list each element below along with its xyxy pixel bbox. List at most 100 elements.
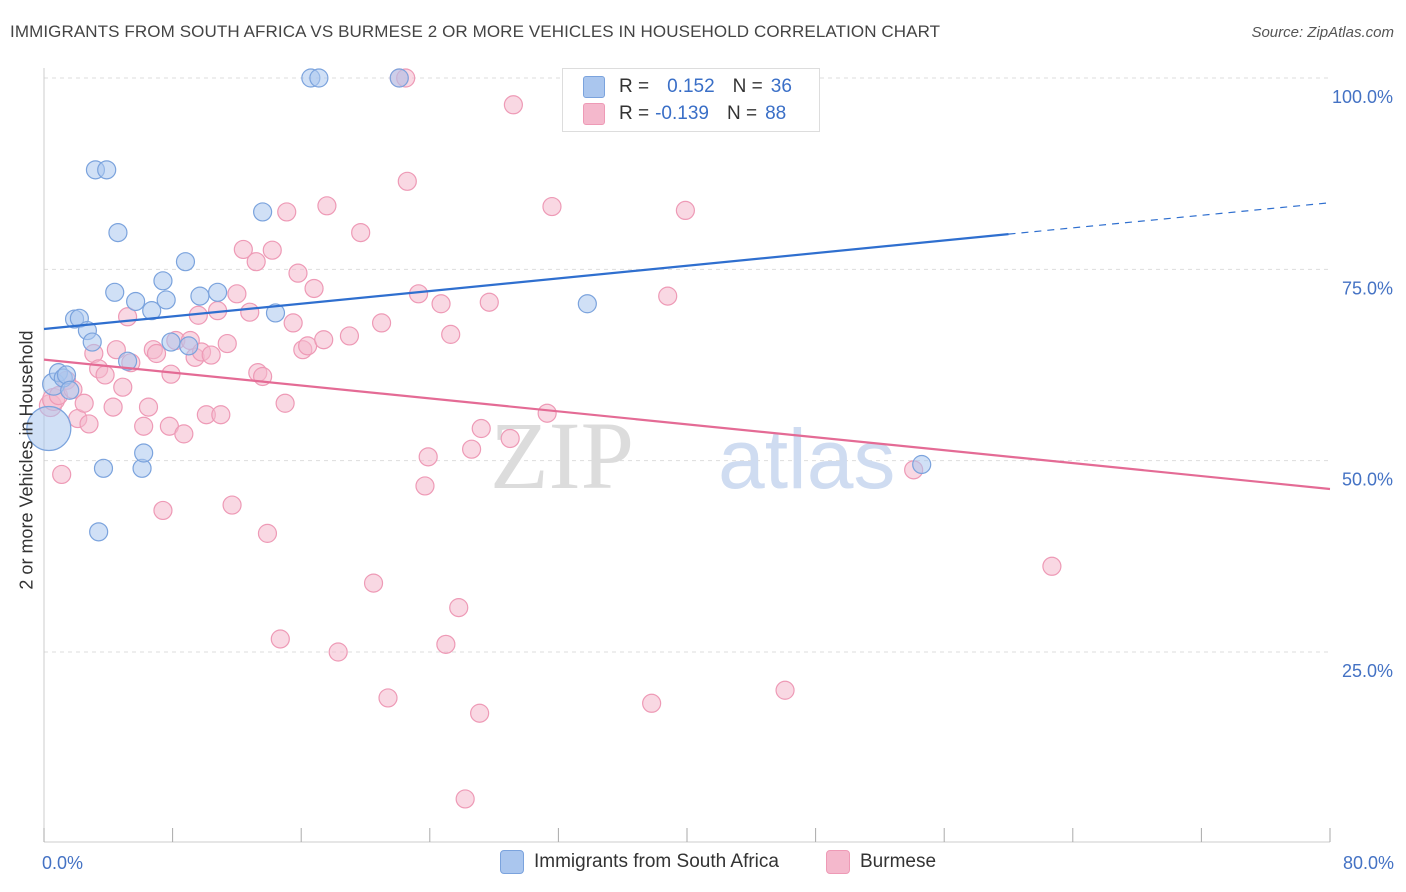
y-tick-label: 100.0% — [1332, 87, 1393, 107]
burmese-point — [471, 418, 491, 439]
source-credit: Source: ZipAtlas.com — [1251, 24, 1394, 41]
south-africa-point — [26, 405, 72, 452]
south-africa-trend-line — [43, 233, 1009, 331]
burmese-point — [415, 476, 435, 496]
burmese-point — [134, 416, 154, 436]
burmese-point — [470, 703, 490, 723]
south-africa-point — [179, 336, 199, 356]
burmese-point — [1042, 556, 1062, 576]
burmese-point — [431, 294, 451, 314]
burmese-point — [211, 405, 231, 425]
south-africa-point — [389, 68, 409, 88]
burmese-point — [161, 364, 181, 384]
legend-r-value: 0.152 — [667, 76, 715, 97]
burmese-trend-line — [43, 358, 1331, 491]
burmese-point — [103, 397, 123, 417]
burmese-point — [658, 286, 678, 306]
legend-n-label: N = — [726, 103, 758, 124]
bottom-legend-swatch-blue — [500, 850, 524, 874]
south-africa-point — [190, 286, 210, 306]
burmese-point — [146, 343, 167, 364]
burmese-point — [351, 222, 371, 243]
south-africa-point — [912, 454, 932, 475]
bottom-legend-south-africa: Immigrants from South Africa — [500, 850, 779, 874]
south-africa-point — [97, 160, 117, 180]
south-africa-point — [153, 271, 173, 291]
bottom-legend-label: Immigrants from South Africa — [534, 851, 779, 872]
south-africa-point — [60, 380, 80, 400]
south-africa-point — [108, 222, 128, 243]
burmese-point — [262, 240, 282, 260]
burmese-point — [363, 573, 384, 593]
burmese-point — [74, 393, 94, 413]
south-africa-point — [577, 294, 597, 314]
burmese-point — [378, 688, 398, 708]
y-tick-label: 50.0% — [1342, 470, 1393, 490]
burmese-point — [138, 397, 159, 417]
burmese-point — [283, 313, 303, 333]
burmese-point — [174, 424, 194, 444]
chart-title: IMMIGRANTS FROM SOUTH AFRICA VS BURMESE … — [10, 22, 941, 41]
burmese-point — [257, 523, 278, 543]
legend-row-burmese: R = -0.139 N = 88 — [583, 101, 786, 127]
y-tick-label: 75.0% — [1342, 278, 1393, 298]
burmese-point — [339, 326, 360, 346]
burmese-point — [304, 278, 324, 299]
burmese-point — [449, 598, 469, 618]
south-africa-point — [126, 291, 146, 312]
burmese-point — [201, 345, 221, 365]
burmese-point — [542, 196, 562, 217]
legend-r-label: R = — [619, 76, 650, 97]
burmese-point — [52, 464, 72, 485]
burmese-point — [233, 239, 253, 260]
burmese-point — [246, 252, 266, 272]
burmese-point — [288, 263, 308, 283]
south-africa-points — [26, 68, 932, 542]
burmese-point — [418, 447, 438, 467]
burmese-point — [455, 789, 475, 809]
burmese-point — [537, 403, 557, 423]
south-africa-point — [82, 332, 102, 352]
south-africa-point — [93, 458, 114, 478]
burmese-point — [436, 634, 456, 654]
legend-swatch-pink — [583, 103, 605, 125]
south-africa-point — [265, 303, 286, 323]
south-africa-point — [175, 252, 196, 272]
legend-swatch-blue — [583, 76, 605, 98]
legend-n-label: N = — [732, 76, 763, 97]
south-africa-point — [309, 68, 329, 88]
burmese-point — [479, 292, 499, 312]
burmese-point — [222, 495, 242, 515]
watermark-zip: ZIP — [490, 402, 634, 509]
south-africa-point — [161, 332, 181, 352]
burmese-point — [675, 200, 695, 221]
burmese-point — [270, 629, 290, 649]
legend-r-label: R = — [619, 103, 650, 124]
burmese-point — [775, 680, 795, 700]
legend-r-value: -0.139 — [655, 103, 709, 124]
south-africa-point — [117, 351, 138, 371]
burmese-point — [371, 313, 392, 333]
burmese-point — [113, 377, 133, 397]
burmese-point — [95, 365, 115, 385]
burmese-point — [328, 642, 348, 662]
burmese-point — [503, 95, 523, 115]
burmese-point — [500, 428, 520, 449]
bottom-legend-swatch-pink — [826, 850, 850, 874]
burmese-point — [240, 302, 260, 322]
burmese-point — [298, 336, 318, 356]
south-africa-point — [142, 301, 162, 321]
legend-row-south-africa: R = 0.152 N = 36 — [583, 74, 792, 100]
tick-labels: 25.0% 50.0% 75.0% 100.0% 0.0% 80.0% — [42, 87, 1394, 873]
south-africa-point — [156, 290, 176, 310]
south-africa-point — [89, 522, 109, 542]
bottom-legend-label: Burmese — [860, 851, 937, 872]
burmese-point — [314, 330, 334, 350]
burmese-point — [397, 171, 417, 191]
burmese-point — [106, 340, 126, 360]
burmese-point — [79, 414, 99, 434]
watermark: ZIP atlas — [490, 402, 895, 509]
legend-n-value: 88 — [765, 103, 787, 124]
x-tick-label: 0.0% — [42, 853, 83, 873]
burmese-point — [217, 333, 237, 354]
